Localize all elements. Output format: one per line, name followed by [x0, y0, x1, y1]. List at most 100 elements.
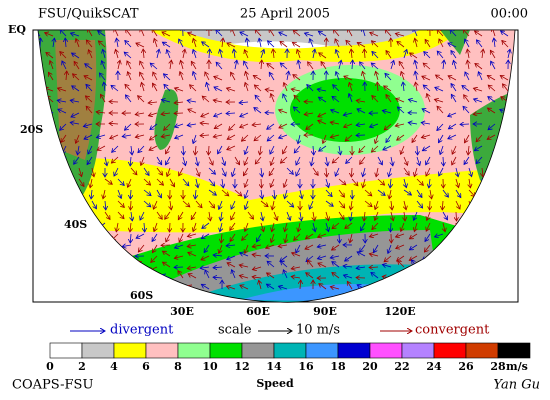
wind-arrow: [279, 123, 288, 128]
wind-arrow: [84, 76, 93, 81]
wind-arrow: [51, 280, 53, 290]
wind-arrow: [85, 272, 93, 279]
wind-arrow: [423, 63, 431, 70]
wind-arrow: [87, 222, 93, 230]
wind-arrow: [448, 123, 457, 129]
wind-arrow: [339, 233, 340, 243]
wind-arrow: [371, 145, 379, 152]
wind-arrow: [117, 211, 124, 219]
wind-arrow: [201, 284, 210, 290]
wind-arrow: [245, 222, 248, 231]
wind-arrow: [481, 189, 488, 196]
wind-arrow: [221, 189, 229, 196]
wind-arrow: [105, 200, 106, 210]
wind-arrow: [111, 261, 119, 268]
wind-arrow: [416, 200, 423, 208]
wind-arrow: [38, 280, 40, 290]
wind-arrow: [39, 178, 46, 186]
wind-arrow: [208, 156, 213, 165]
wind-arrow: [97, 263, 106, 268]
wind-arrow: [417, 145, 418, 155]
wind-arrow: [118, 189, 121, 198]
wind-arrow: [508, 178, 511, 188]
wind-arrow: [318, 263, 327, 268]
wind-arrow: [92, 167, 94, 177]
lon-label: 90E: [313, 305, 337, 318]
wind-arrow: [110, 245, 119, 248]
colorbar-swatch: [81, 342, 115, 359]
wind-arrow: [57, 276, 67, 278]
wind-arrow: [475, 63, 483, 70]
wind-arrow: [377, 178, 385, 185]
wind-arrow: [293, 107, 301, 114]
wind-arrow: [214, 112, 223, 116]
wind-arrow: [103, 280, 105, 290]
wind-arrow: [495, 178, 498, 188]
wind-arrow: [439, 167, 444, 176]
wind-arrow: [468, 189, 475, 197]
wind-arrow: [58, 109, 67, 114]
wind-arrow: [424, 244, 431, 252]
wind-arrow: [252, 245, 262, 247]
wind-arrow: [39, 200, 47, 207]
wind-arrow: [245, 71, 248, 81]
wind-arrow: [104, 82, 105, 92]
wind-arrow: [105, 156, 107, 166]
wind-arrow: [437, 30, 444, 37]
wind-arrow: [285, 222, 287, 232]
wind-arrow: [279, 110, 288, 113]
wind-arrow: [395, 33, 405, 36]
colorbar-swatch: [305, 342, 339, 359]
wind-arrow: [78, 200, 84, 208]
wind-arrow: [193, 222, 196, 232]
wind-arrow: [114, 167, 119, 176]
wind-arrow: [443, 156, 444, 166]
wind-arrow: [245, 145, 248, 154]
wind-arrow: [91, 189, 92, 199]
wind-arrow: [65, 189, 66, 199]
wind-arrow: [227, 263, 236, 268]
wind-arrow: [122, 245, 132, 247]
wind-arrow: [98, 41, 106, 48]
wind-arrow: [333, 30, 340, 37]
wind-arrow: [313, 49, 315, 59]
wind-arrow: [312, 167, 318, 175]
wind-arrow: [422, 76, 431, 81]
wind-arrow: [476, 156, 483, 164]
wind-arrow: [72, 86, 80, 92]
wind-arrow: [417, 156, 420, 166]
wind-arrow: [489, 282, 496, 290]
wind-arrow: [391, 60, 394, 70]
wind-arrow: [157, 49, 159, 59]
wind-arrow: [65, 200, 70, 209]
wind-arrow: [183, 145, 184, 155]
wind-arrow: [219, 244, 222, 253]
legend-scale-value: 10 m/s: [296, 323, 340, 338]
wind-arrow: [475, 31, 483, 37]
wind-arrow: [476, 134, 483, 142]
wind-arrow: [38, 101, 41, 104]
wind-arrow: [398, 261, 405, 268]
wind-arrow: [200, 123, 210, 124]
wind-arrow: [469, 222, 472, 232]
wind-arrow: [482, 167, 483, 177]
wind-arrow: [193, 72, 196, 81]
wind-arrow: [196, 178, 198, 188]
wind-arrow: [404, 200, 406, 210]
wind-arrow: [318, 97, 327, 103]
wind-arrow: [77, 145, 79, 155]
wind-arrow: [99, 73, 106, 81]
wind-arrow: [382, 264, 392, 267]
header-right: 00:00: [491, 7, 528, 22]
wind-arrow: [371, 63, 379, 70]
wind-arrow: [502, 84, 509, 92]
wind-arrow: [447, 267, 457, 268]
wind-arrow: [255, 95, 262, 103]
wind-arrow: [240, 112, 249, 117]
wind-arrow: [231, 200, 236, 209]
wind-arrow: [389, 189, 391, 199]
wind-arrow: [313, 211, 315, 221]
wind-arrow: [348, 30, 353, 37]
wind-arrow: [169, 178, 175, 187]
wind-arrow: [494, 189, 499, 198]
